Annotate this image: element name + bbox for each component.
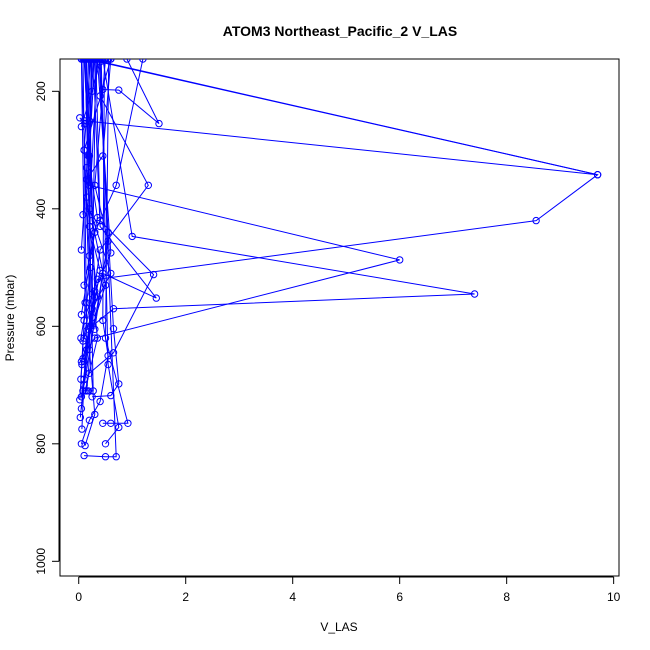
data-point xyxy=(532,216,540,225)
series-line xyxy=(83,59,160,151)
data-point xyxy=(107,419,115,427)
data-point xyxy=(77,375,85,383)
series-line xyxy=(100,59,120,445)
data-point xyxy=(78,425,86,433)
data-point xyxy=(91,410,99,419)
data-point xyxy=(79,354,87,363)
data-point xyxy=(80,281,88,289)
series-line xyxy=(84,59,117,458)
data-point xyxy=(101,440,110,448)
data-point xyxy=(81,59,89,63)
series-33 xyxy=(77,59,100,383)
series-line xyxy=(92,59,157,330)
data-point xyxy=(89,387,97,395)
data-point xyxy=(101,281,110,289)
data-point xyxy=(86,263,95,272)
series-line xyxy=(80,59,92,339)
x-tick-label: 6 xyxy=(396,590,403,604)
data-point xyxy=(76,396,84,404)
data-point xyxy=(77,440,86,448)
data-point xyxy=(139,59,147,63)
data-point xyxy=(101,453,110,461)
data-point xyxy=(124,419,132,427)
series-line xyxy=(80,59,144,315)
x-tick-label: 8 xyxy=(503,590,510,604)
series-29 xyxy=(81,59,99,450)
data-point xyxy=(470,290,479,298)
data-point xyxy=(100,59,109,63)
data-point xyxy=(115,86,123,94)
x-axis: 0 2 4 6 8 10 xyxy=(75,576,621,604)
data-point xyxy=(152,294,161,302)
series-line xyxy=(80,59,90,250)
series-27 xyxy=(99,59,132,427)
data-point xyxy=(107,59,115,63)
data-point xyxy=(81,441,89,450)
data-point xyxy=(87,59,95,63)
data-point xyxy=(83,299,91,307)
data-point xyxy=(89,59,97,63)
y-axis: 200 400 600 800 1000 xyxy=(34,81,60,575)
data-point xyxy=(92,59,100,63)
data-point xyxy=(123,59,131,63)
y-tick-label: 400 xyxy=(34,198,48,218)
series-line xyxy=(80,59,97,380)
data-point xyxy=(88,290,96,298)
data-point xyxy=(112,181,120,190)
series-line xyxy=(83,59,599,321)
series-35 xyxy=(77,59,95,342)
data-point xyxy=(84,387,93,395)
data-point xyxy=(128,232,136,241)
data-point xyxy=(112,453,120,461)
series-line xyxy=(89,59,155,374)
data-point xyxy=(97,59,105,63)
data-point xyxy=(96,397,104,406)
data-point xyxy=(77,334,85,342)
series-line xyxy=(84,59,96,446)
chart-title: ATOM3 Northeast_Pacific_2 V_LAS xyxy=(223,23,457,39)
x-tick-label: 4 xyxy=(289,590,296,604)
series-line xyxy=(80,59,92,359)
data-point xyxy=(104,360,112,369)
data-point xyxy=(144,181,153,190)
series-20 xyxy=(84,59,479,333)
data-point xyxy=(115,423,123,432)
data-point xyxy=(99,419,107,427)
x-axis-label: V_LAS xyxy=(320,620,357,634)
data-point xyxy=(80,451,88,460)
data-point xyxy=(105,59,113,63)
data-point xyxy=(77,59,86,63)
data-point xyxy=(76,413,85,422)
data-point xyxy=(593,171,602,179)
plot-frame xyxy=(59,58,620,577)
series-22 xyxy=(80,59,602,325)
y-tick-label: 1000 xyxy=(34,548,48,575)
y-tick-label: 600 xyxy=(34,316,48,336)
data-point xyxy=(86,322,95,330)
y-axis-label: Pressure (mbar) xyxy=(3,275,17,362)
series-line xyxy=(81,59,88,430)
data-point xyxy=(109,325,118,333)
x-tick-label: 0 xyxy=(75,590,82,604)
series-18 xyxy=(80,59,602,179)
y-tick-label: 200 xyxy=(34,81,48,101)
series-group xyxy=(76,59,602,461)
data-point xyxy=(155,119,163,128)
data-point xyxy=(93,275,102,283)
series-line xyxy=(79,59,94,418)
series-line xyxy=(102,59,129,424)
data-point xyxy=(396,256,404,264)
data-point xyxy=(99,152,107,160)
data-point xyxy=(101,334,110,342)
series-28 xyxy=(97,59,123,448)
series-line xyxy=(80,59,109,444)
series-34 xyxy=(77,59,95,363)
x-tick-label: 2 xyxy=(182,590,189,604)
x-tick-label: 10 xyxy=(607,590,621,604)
y-tick-label: 800 xyxy=(34,433,48,453)
series-line xyxy=(88,59,475,330)
